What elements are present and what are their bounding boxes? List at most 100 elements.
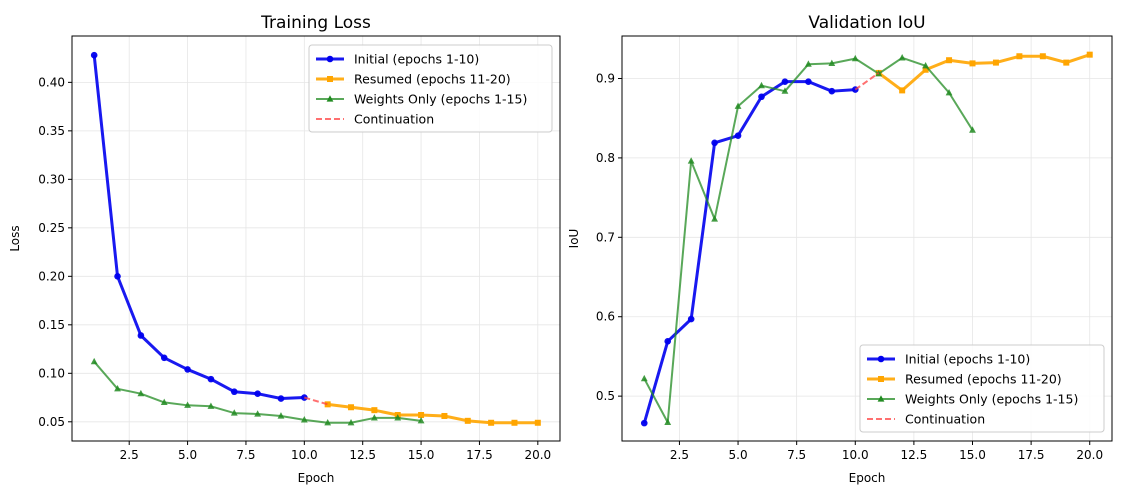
axes-frame <box>621 35 1113 442</box>
x-tick-label: 17.5 <box>1018 448 1045 462</box>
data-point <box>1086 51 1093 58</box>
y-tick-label: 0.35 <box>38 124 65 138</box>
legend-entry-initial-epochs-1-10: Initial (epochs 1-10) <box>867 352 1030 367</box>
data-point <box>114 273 121 280</box>
data-point <box>640 374 648 382</box>
y-axis-title: Loss <box>8 225 22 251</box>
data-point <box>781 78 789 85</box>
data-point <box>370 414 378 421</box>
legend-label: Continuation <box>905 412 985 427</box>
y-tick-label: 0.05 <box>38 415 65 429</box>
data-point <box>324 418 332 426</box>
chart-1: 2.5 5.0 7.5 10.0 12.5 15.0 17.5 20.0 0.05 0.10 0.1… <box>8 13 561 485</box>
data-point <box>1063 59 1070 66</box>
y-tick-label: 0.9 <box>596 71 615 85</box>
data-point <box>758 81 765 89</box>
legend-box <box>859 344 1105 433</box>
y-tick-label: 0.25 <box>38 221 65 235</box>
data-point <box>687 315 695 323</box>
chart-2: 2.5 5.0 7.5 10.0 12.5 15.0 17.5 20.0 0.5 0.6 0.7 0.… <box>567 13 1113 485</box>
data-point <box>90 357 98 365</box>
x-tick-label: 15.0 <box>959 448 986 462</box>
data-point <box>969 126 976 133</box>
data-point <box>137 332 145 339</box>
data-point <box>441 412 448 419</box>
x-tick-label: 2.5 <box>120 448 139 462</box>
data-point <box>734 132 742 139</box>
legend-marker <box>877 355 885 363</box>
x-axis-title: Epoch <box>298 471 335 485</box>
data-point <box>758 93 765 101</box>
data-point <box>394 414 402 421</box>
data-point <box>324 401 331 408</box>
legend-entry-resumed-epochs-11-20: Resumed (epochs 11-20) <box>867 372 1062 387</box>
data-point <box>687 157 695 164</box>
data-point <box>418 412 425 419</box>
data-point <box>969 60 976 67</box>
data-point <box>664 338 672 345</box>
data-point <box>254 390 261 397</box>
x-tick-label: 12.5 <box>901 448 928 462</box>
data-point <box>711 215 719 222</box>
x-tick-label: 10.0 <box>842 448 869 462</box>
legend-marker <box>326 95 334 102</box>
data-point <box>301 394 308 401</box>
data-point <box>230 409 238 416</box>
legend-entry-initial-epochs-1-10: Initial (epochs 1-10) <box>316 52 479 67</box>
series-line <box>877 53 1091 92</box>
legend-label: Continuation <box>354 112 434 127</box>
x-tick-label: 12.5 <box>349 448 376 462</box>
legend-entry-weights-only-epochs-1-15: Weights Only (epochs 1-15) <box>316 92 527 107</box>
x-tick-label: 5.0 <box>729 448 748 462</box>
data-point <box>184 401 191 408</box>
data-point <box>828 87 836 95</box>
x-tick-label: 5.0 <box>178 448 197 462</box>
series-initial-epochs-1-10 <box>640 78 859 427</box>
legend-label: Weights Only (epochs 1-15) <box>354 92 527 107</box>
legend-marker <box>327 76 333 82</box>
data-point <box>160 398 168 406</box>
y-tick-label: 0.7 <box>596 230 615 244</box>
x-tick-label: 20.0 <box>1076 448 1103 462</box>
data-point <box>371 407 378 414</box>
legend-box <box>308 44 553 133</box>
legend-label: Resumed (epochs 11-20) <box>905 372 1062 387</box>
data-point <box>945 88 953 96</box>
data-point <box>114 385 121 392</box>
data-point <box>137 389 145 397</box>
legend-label: Initial (epochs 1-10) <box>354 52 479 67</box>
legend-entry-weights-only-epochs-1-15: Weights Only (epochs 1-15) <box>867 392 1078 407</box>
legend-label: Weights Only (epochs 1-15) <box>905 392 1078 407</box>
legend-label: Initial (epochs 1-10) <box>905 352 1030 367</box>
x-tick-label: 7.5 <box>236 448 255 462</box>
series-line <box>327 402 538 425</box>
series-initial-epochs-1-10 <box>90 51 308 402</box>
data-point <box>804 60 812 67</box>
series-weights-only-epochs-1-15 <box>640 54 976 425</box>
data-point <box>160 354 168 362</box>
y-tick-label: 0.20 <box>38 269 65 283</box>
legend-marker <box>877 395 885 402</box>
data-point <box>464 417 471 424</box>
data-point <box>277 412 285 419</box>
data-point <box>534 419 541 426</box>
data-point <box>922 61 930 69</box>
data-point <box>640 419 648 427</box>
data-point <box>828 59 836 66</box>
data-point <box>417 417 425 424</box>
y-tick-label: 0.15 <box>38 318 65 332</box>
y-tick-label: 0.8 <box>596 151 615 165</box>
data-point <box>851 54 859 62</box>
legend-entry-continuation: Continuation <box>316 112 434 127</box>
y-tick-label: 0.10 <box>38 366 65 380</box>
data-point <box>946 57 953 64</box>
data-point <box>511 419 518 426</box>
data-point <box>664 418 672 425</box>
legend-label: Resumed (epochs 11-20) <box>354 72 511 87</box>
series-line <box>854 72 880 91</box>
legend-marker <box>878 376 884 382</box>
data-point <box>898 54 906 61</box>
data-point <box>300 416 308 423</box>
x-tick-label: 10.0 <box>291 448 318 462</box>
